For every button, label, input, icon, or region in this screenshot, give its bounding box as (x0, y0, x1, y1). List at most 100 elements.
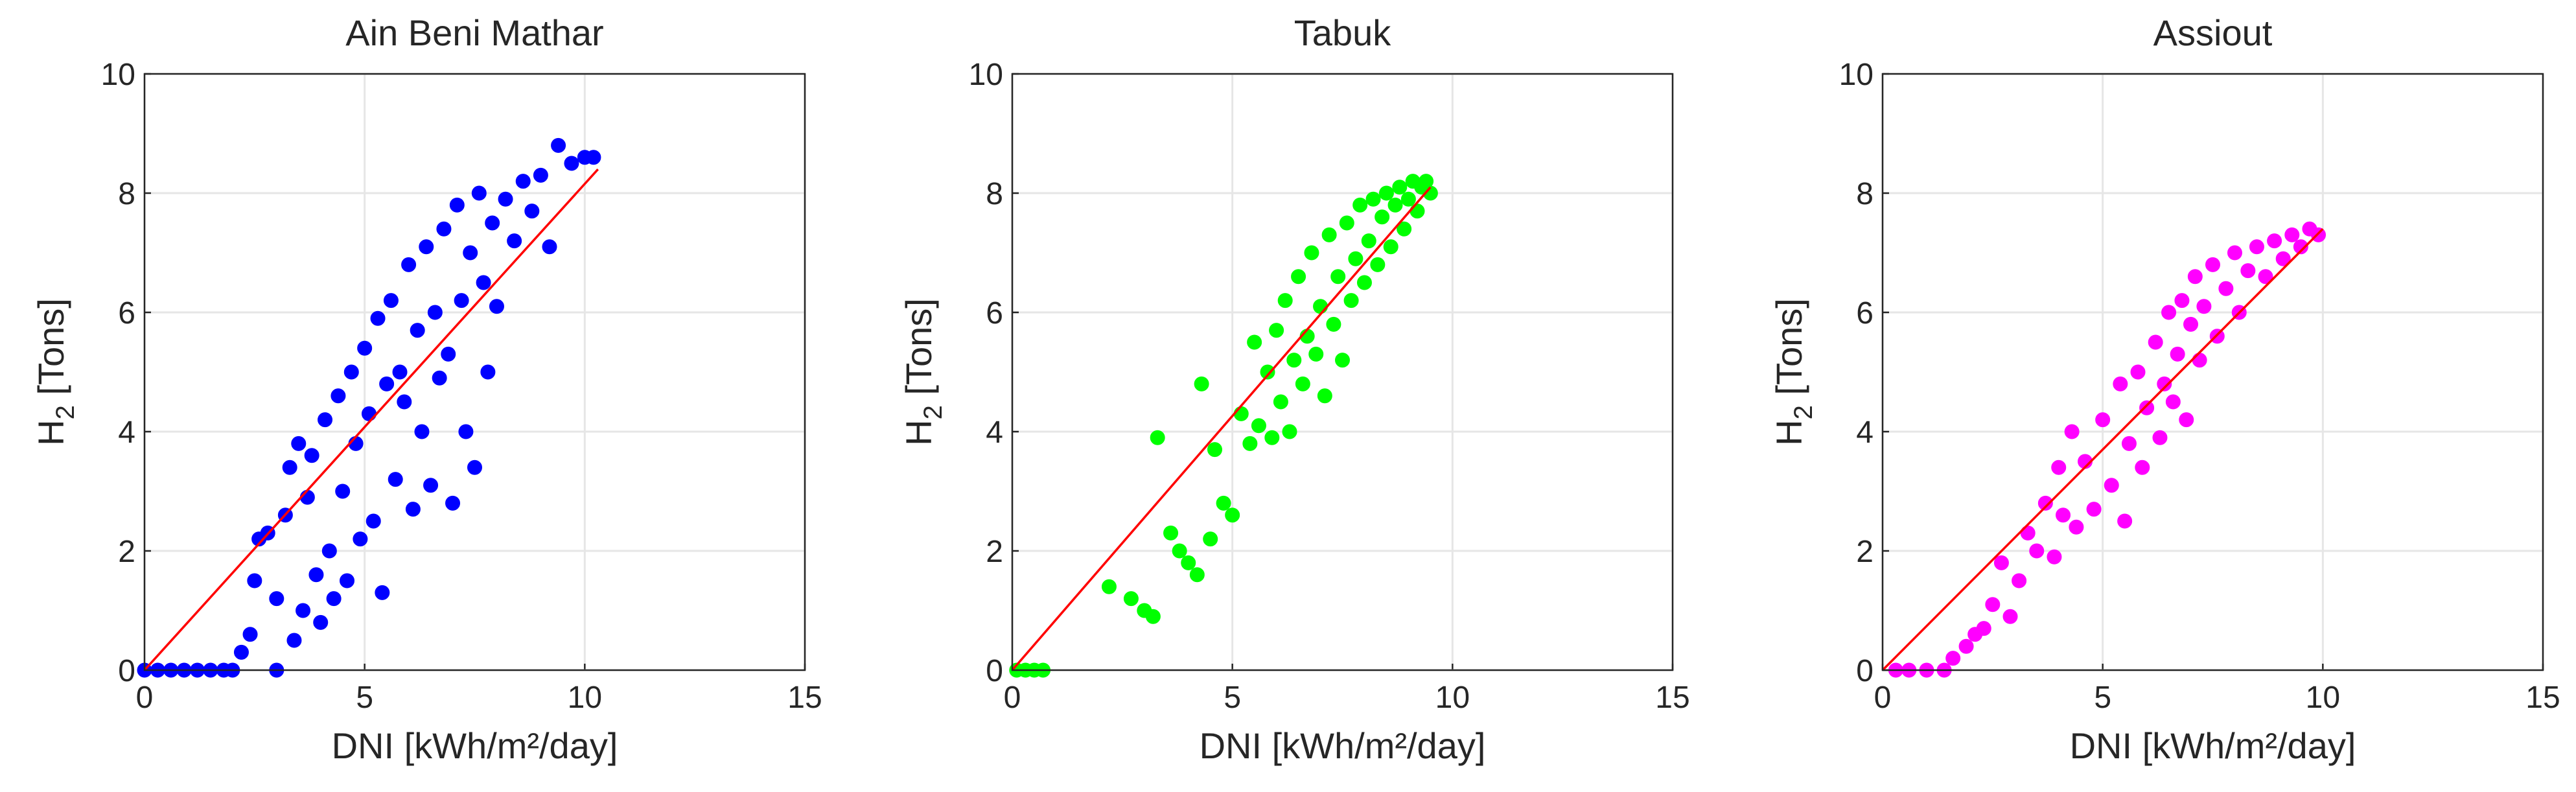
plot-area (1012, 74, 1673, 670)
scatter-point (2152, 430, 2168, 445)
scatter-point (353, 531, 368, 547)
y-tick-label: 0 (118, 654, 135, 688)
scatter-point (2249, 239, 2264, 255)
scatter-point (375, 585, 390, 600)
scatter-point (1348, 251, 1363, 266)
x-tick-label: 15 (787, 681, 822, 715)
scatter-point (1993, 555, 2009, 570)
x-tick-label: 10 (1435, 681, 1470, 715)
scatter-point (383, 293, 399, 309)
scatter-point (2240, 263, 2256, 279)
x-tick-label: 0 (1874, 681, 1892, 715)
scatter-point (296, 603, 311, 618)
scatter-point (1282, 424, 1297, 439)
scatter-point (551, 137, 566, 153)
scatter-point (2196, 299, 2212, 314)
scatter-point (489, 299, 504, 314)
scatter-point (1352, 197, 1368, 213)
scatter-point (1356, 275, 1372, 290)
scatter-point (1189, 567, 1205, 583)
scatter-point (2218, 281, 2234, 296)
y-label-unit: [Tons] (898, 298, 939, 405)
scatter-point (2135, 460, 2150, 475)
scatter-point (1321, 227, 1337, 242)
chart-title: Ain Beni Mathar (345, 12, 603, 53)
scatter-point (2258, 269, 2273, 285)
scatter-point (449, 197, 465, 213)
x-tick-label: 5 (356, 681, 373, 715)
scatter-point (533, 167, 548, 183)
scatter-point (1233, 406, 1249, 421)
y-tick-label: 10 (969, 58, 1003, 92)
scatter-point (2284, 227, 2300, 242)
scatter-point (2170, 346, 2185, 362)
y-label-unit: [Tons] (1769, 298, 1809, 405)
scatter-point (1330, 269, 1346, 285)
axes-box (1881, 73, 2544, 671)
scatter-point (304, 448, 319, 463)
scatter-point (2095, 412, 2111, 428)
scatter-point (1207, 442, 1222, 458)
scatter-point (247, 573, 262, 588)
scatter-point (321, 543, 337, 559)
scatter-point (1216, 495, 1231, 511)
scatter-point (1123, 591, 1139, 607)
scatter-point (1976, 621, 1991, 636)
y-label-main: H (898, 419, 939, 445)
x-axis-label: DNI [kWh/m²/day] (2070, 725, 2356, 766)
scatter-point (2117, 513, 2133, 529)
scatter-point (1378, 185, 1394, 201)
scatter-point (318, 412, 333, 428)
scatter-point (233, 644, 249, 660)
y-tick-label: 4 (1856, 415, 1874, 450)
scatter-point (1985, 597, 2001, 612)
scatter-point (2029, 543, 2045, 559)
scatter-point (480, 364, 496, 380)
scatter-point (1203, 531, 1218, 547)
y-tick-label: 2 (118, 535, 135, 569)
y-tick-label: 0 (1856, 654, 1874, 688)
y-label-unit: [Tons] (30, 298, 71, 405)
scatter-point (269, 591, 284, 607)
scatter-point (2267, 233, 2282, 249)
scatter-point (467, 460, 482, 475)
y-tick-label: 2 (986, 535, 1003, 569)
x-tick-label: 0 (1004, 681, 1021, 715)
scatter-point (2157, 376, 2172, 391)
scatter-point (2047, 549, 2062, 565)
scatter-point (2104, 478, 2119, 493)
scatter-point (1247, 334, 1262, 350)
scatter-point (1145, 609, 1161, 624)
scatter-point (1326, 316, 1341, 332)
scatter-point (1163, 525, 1179, 541)
scatter-point (454, 293, 469, 309)
axes-box (143, 73, 806, 671)
chart-title: Assiout (2153, 12, 2273, 53)
scatter-point (1304, 245, 1319, 261)
scatter-point (2139, 400, 2155, 415)
scatter-point (379, 376, 395, 391)
scatter-point (1313, 299, 1329, 314)
scatter-point (1194, 376, 1209, 391)
scatter-point (331, 388, 346, 404)
scatter-point (1150, 430, 1165, 445)
scatter-point (366, 513, 381, 529)
scatter-point (2064, 424, 2080, 439)
scatter-point (2056, 507, 2071, 523)
fit-line (1011, 186, 1432, 671)
scatter-point (2069, 519, 2084, 535)
scatter-point (1370, 257, 1386, 272)
scatter-point (2205, 257, 2220, 272)
y-tick-label: 10 (1839, 58, 1874, 92)
scatter-point (339, 573, 354, 588)
scatter-point (1375, 209, 1390, 225)
scatter-point (2174, 293, 2190, 309)
scatter-point (498, 191, 513, 207)
scatter-point (471, 185, 487, 201)
scatter-point (1286, 353, 1302, 368)
scatter-point (1251, 418, 1266, 434)
scatter-point (2179, 412, 2194, 428)
scatter-point (335, 483, 351, 499)
scatter-point (463, 245, 478, 261)
